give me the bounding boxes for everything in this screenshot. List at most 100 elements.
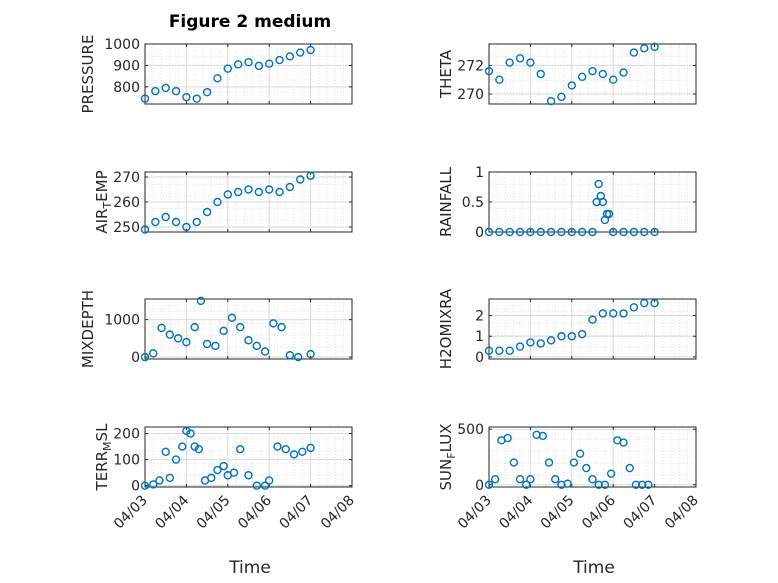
- data-point: [254, 187, 264, 197]
- y-tick-label: 270: [113, 170, 140, 186]
- y-tick-label: 272: [457, 58, 484, 74]
- data-point: [173, 334, 183, 343]
- data-point: [515, 227, 525, 237]
- data-point: [140, 481, 150, 490]
- subplot-rainfall: 0 0.5 1 RAINFALL: [437, 165, 697, 241]
- data-point: [609, 309, 618, 318]
- data-point: [577, 227, 587, 237]
- data-point: [619, 68, 628, 77]
- data-point: [171, 455, 181, 464]
- x-tick-label: 04/08: [318, 493, 358, 533]
- data-point: [265, 59, 274, 68]
- data-point: [522, 480, 531, 489]
- data-point: [293, 352, 303, 362]
- data-point: [149, 480, 158, 489]
- y-tick-label: 2: [475, 309, 484, 325]
- data-point: [536, 69, 545, 79]
- data-point: [260, 481, 270, 490]
- data-point: [557, 227, 566, 237]
- data-point: [140, 94, 150, 103]
- data-point: [265, 476, 274, 485]
- data-point: [202, 88, 212, 97]
- data-point: [594, 480, 603, 489]
- data-point: [650, 42, 659, 52]
- data-point: [207, 473, 216, 483]
- data-point: [244, 185, 253, 194]
- y-tick-label: 0: [475, 350, 484, 366]
- data-point: [296, 175, 305, 184]
- x-tick-label: 04/06: [235, 492, 275, 532]
- data-point: [619, 227, 628, 237]
- y-tick-label: 270: [457, 87, 484, 103]
- data-point: [577, 329, 587, 339]
- y-axis-label: TERRMSL: [93, 423, 114, 492]
- data-point: [213, 465, 222, 475]
- data-point: [606, 469, 616, 478]
- data-point: [165, 330, 175, 339]
- data-point: [223, 190, 233, 199]
- data-point: [629, 303, 639, 312]
- data-point: [629, 227, 639, 237]
- x-tick-label: 04/05: [194, 493, 234, 533]
- y-tick-label: 0: [475, 225, 484, 241]
- data-point: [609, 75, 618, 84]
- data-point: [285, 351, 295, 360]
- subplot-sun: 04/03 04/04 04/05 04/06 04/07 04/08 0 500SUNFLU…: [437, 422, 702, 532]
- y-tick-label: 0: [131, 479, 140, 495]
- x-axis-label-right: Time: [573, 558, 615, 578]
- data-point: [509, 458, 519, 467]
- data-point: [277, 322, 286, 332]
- data-point: [244, 58, 253, 67]
- data-point: [306, 349, 315, 359]
- x-tick-label: 04/03: [455, 493, 495, 533]
- x-tick-label: 04/07: [621, 493, 661, 533]
- x-tick-label: 04/03: [111, 493, 151, 533]
- data-point: [182, 92, 191, 102]
- data-point: [600, 480, 610, 489]
- data-point: [252, 481, 261, 490]
- data-point: [563, 479, 572, 488]
- y-axis-label: AIRTEMP: [93, 170, 114, 233]
- data-point: [619, 438, 628, 447]
- data-point: [161, 83, 170, 93]
- data-point: [536, 227, 545, 237]
- data-point: [161, 212, 170, 222]
- data-point: [233, 60, 243, 69]
- x-tick-label: 04/06: [579, 492, 619, 532]
- y-tick-label: 250: [113, 220, 140, 236]
- data-point: [644, 480, 653, 489]
- subplot-terr: 04/03 04/04 04/05 04/06 04/07 04/08 0 100 200TER…: [93, 423, 358, 532]
- data-point: [265, 185, 274, 194]
- data-point: [165, 473, 175, 483]
- y-tick-label: 1000: [104, 313, 140, 329]
- y-axis-label: RAINFALL: [437, 166, 455, 237]
- x-tick-label: 04/08: [662, 493, 702, 533]
- subplot-pressure: 800 900 1000 PRESSURE: [79, 35, 353, 113]
- data-point: [211, 341, 220, 351]
- data-point: [588, 227, 597, 237]
- y-axis-label: THETA: [437, 49, 455, 99]
- axes-box: [144, 43, 353, 105]
- data-point: [546, 336, 556, 345]
- data-point: [526, 58, 535, 67]
- data-point: [526, 475, 535, 484]
- data-point: [157, 323, 166, 333]
- y-axis-label: MIXDEPTH: [79, 290, 97, 368]
- data-point: [582, 463, 591, 473]
- data-point: [637, 480, 647, 489]
- data-point: [182, 337, 191, 347]
- x-tick-label: 04/07: [277, 493, 317, 533]
- data-point: [484, 66, 494, 76]
- y-tick-label: 500: [457, 422, 484, 438]
- data-point: [588, 475, 597, 484]
- data-point: [182, 426, 191, 436]
- data-point: [275, 187, 284, 197]
- data-point: [538, 431, 548, 441]
- data-point: [289, 450, 299, 459]
- data-point: [588, 66, 597, 76]
- data-point: [182, 222, 191, 232]
- data-point: [298, 447, 307, 456]
